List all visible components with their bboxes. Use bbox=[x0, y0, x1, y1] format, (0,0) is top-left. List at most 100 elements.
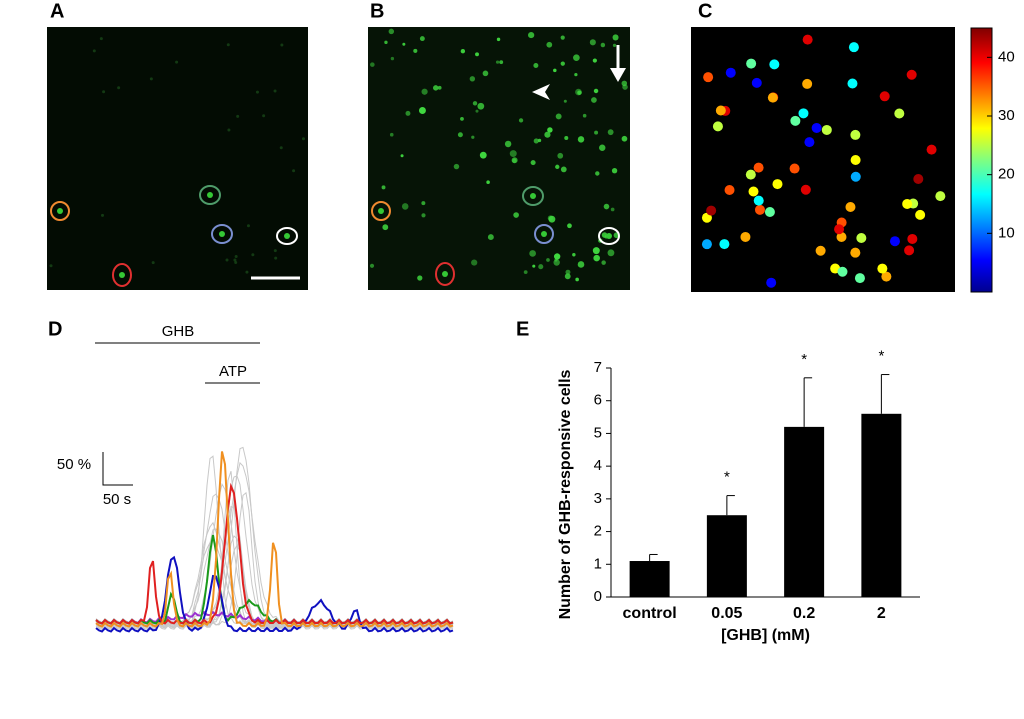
cell bbox=[850, 155, 861, 166]
cell bbox=[533, 63, 539, 69]
panel-label: C bbox=[698, 0, 712, 22]
cell bbox=[538, 264, 544, 270]
cell bbox=[599, 144, 606, 151]
cell bbox=[437, 85, 442, 90]
atp-label: ATP bbox=[219, 363, 247, 380]
cell bbox=[273, 249, 277, 253]
significance: * bbox=[724, 469, 730, 486]
cell bbox=[621, 135, 628, 142]
cell bbox=[390, 56, 395, 61]
cell bbox=[740, 231, 751, 242]
cell bbox=[907, 233, 918, 244]
panel-label: E bbox=[516, 318, 529, 340]
cell bbox=[601, 232, 608, 238]
cell bbox=[904, 245, 915, 256]
cell bbox=[99, 37, 103, 41]
cell bbox=[301, 137, 305, 141]
cell bbox=[251, 253, 255, 257]
cell bbox=[482, 70, 489, 77]
cell bbox=[789, 163, 800, 174]
cell bbox=[149, 77, 153, 81]
cell bbox=[889, 236, 900, 247]
cell bbox=[487, 234, 494, 241]
colorbar-tick-label: 10 bbox=[998, 224, 1015, 241]
cell bbox=[419, 36, 425, 42]
y-tick-label: 1 bbox=[594, 555, 602, 572]
y-tick-label: 2 bbox=[594, 523, 602, 540]
cell bbox=[400, 154, 404, 158]
cell bbox=[151, 261, 155, 265]
cell bbox=[592, 247, 600, 255]
cell bbox=[572, 253, 576, 257]
cell bbox=[471, 135, 475, 139]
cell bbox=[607, 249, 615, 257]
cell bbox=[592, 58, 597, 63]
cell bbox=[413, 48, 418, 53]
arrowhead bbox=[610, 68, 626, 82]
cell bbox=[745, 169, 756, 180]
cell bbox=[117, 86, 121, 90]
cell bbox=[560, 61, 565, 66]
trace bbox=[95, 493, 454, 628]
cell bbox=[234, 260, 238, 264]
cell bbox=[913, 173, 924, 184]
cell bbox=[612, 43, 617, 48]
cell bbox=[274, 256, 278, 260]
significance: * bbox=[878, 348, 884, 365]
cell bbox=[915, 209, 926, 220]
x-tick-label: control bbox=[623, 605, 677, 622]
trace bbox=[95, 461, 454, 623]
cell bbox=[595, 171, 600, 176]
cell bbox=[560, 166, 567, 173]
x-tick-label: 0.05 bbox=[711, 605, 742, 622]
trace bbox=[95, 491, 454, 626]
cell bbox=[509, 150, 517, 158]
cell bbox=[565, 269, 571, 275]
cell bbox=[802, 34, 813, 45]
panel-label: B bbox=[370, 0, 384, 22]
panel-label: A bbox=[50, 0, 64, 22]
cell bbox=[547, 127, 553, 133]
trace bbox=[95, 451, 454, 628]
cell bbox=[591, 97, 597, 103]
cell bbox=[418, 107, 426, 114]
cell bbox=[701, 239, 712, 250]
cell bbox=[573, 54, 580, 62]
cell bbox=[530, 193, 536, 199]
cell bbox=[555, 164, 560, 170]
cell bbox=[582, 113, 587, 118]
trace-scale bbox=[102, 452, 133, 486]
cell bbox=[754, 204, 765, 215]
cell bbox=[219, 231, 225, 237]
y-axis-label: Number of GHB-responsive cells bbox=[557, 369, 574, 619]
cell bbox=[457, 132, 463, 138]
x-axis-label: [GHB] (mM) bbox=[721, 627, 810, 644]
bar bbox=[706, 515, 747, 597]
cell bbox=[712, 121, 723, 132]
cell bbox=[564, 273, 571, 280]
cell bbox=[280, 43, 284, 47]
cell bbox=[575, 88, 582, 96]
cell bbox=[877, 263, 888, 274]
y-tick-label: 7 bbox=[594, 359, 602, 376]
cell bbox=[606, 233, 612, 239]
cell bbox=[496, 37, 501, 42]
cell bbox=[279, 146, 283, 150]
cell bbox=[382, 224, 389, 231]
trace bbox=[95, 482, 454, 625]
cell bbox=[603, 203, 610, 210]
cell bbox=[612, 34, 619, 41]
cell bbox=[746, 58, 757, 69]
cell bbox=[589, 39, 596, 46]
cell bbox=[563, 99, 567, 103]
cell bbox=[532, 264, 536, 268]
cell bbox=[798, 108, 809, 119]
cell bbox=[284, 233, 290, 239]
cell bbox=[518, 118, 524, 123]
cell bbox=[544, 131, 551, 138]
bar bbox=[784, 426, 825, 597]
cell bbox=[384, 40, 388, 45]
cell bbox=[381, 185, 386, 190]
cell bbox=[553, 259, 560, 266]
